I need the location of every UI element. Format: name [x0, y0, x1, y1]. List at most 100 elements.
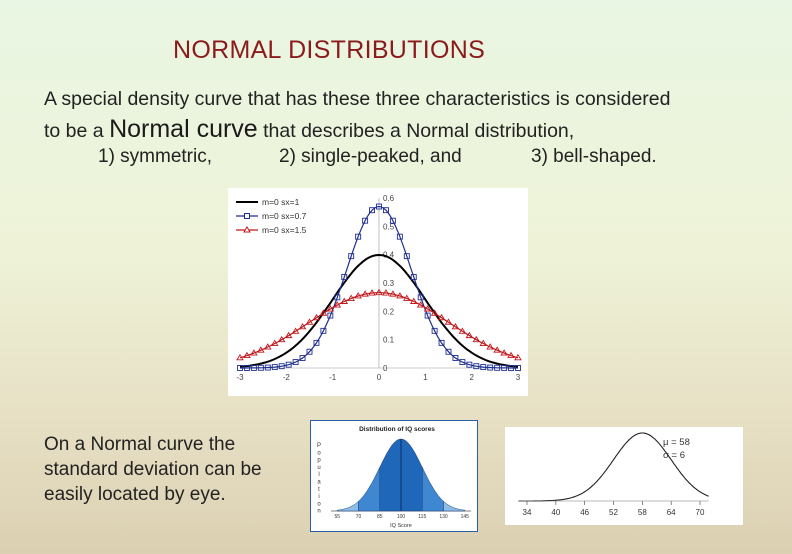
- iq-y-axis-letter: u: [317, 465, 320, 471]
- iq-y-axis-letter: l: [318, 472, 319, 478]
- iq-x-tick-label: 70: [356, 514, 362, 520]
- series-point: [431, 327, 438, 334]
- iq-x-tick-label: 55: [334, 514, 340, 520]
- series-point: [472, 335, 481, 343]
- x-tick-label: 34: [523, 508, 532, 517]
- series-point: [355, 233, 362, 240]
- caption-text: On a Normal curve the standard deviation…: [44, 434, 262, 505]
- series-point: [347, 294, 355, 301]
- y-tick-label: 0.4: [383, 251, 395, 260]
- series-point: [341, 274, 348, 280]
- series-point: [285, 361, 292, 368]
- series-point: [320, 327, 327, 334]
- iq-y-axis-letter: o: [317, 501, 321, 507]
- series-point: [305, 318, 314, 325]
- iq-sd-band: [358, 467, 381, 512]
- series-point: [299, 355, 306, 361]
- series-point: [362, 217, 369, 224]
- legend-label: m=0 sx=0.7: [262, 211, 307, 221]
- characteristic-bell-shaped: 3) bell-shaped.: [531, 146, 657, 167]
- characteristic-symmetric: 1) symmetric,: [98, 146, 212, 167]
- series-point: [493, 346, 501, 353]
- mu-label: μ = 58: [663, 437, 690, 448]
- x-tick-label: 3: [516, 373, 521, 382]
- series-point: [480, 364, 487, 371]
- series-point: [437, 313, 446, 321]
- series-point: [348, 253, 355, 260]
- series-point: [458, 327, 467, 334]
- series-point: [236, 353, 244, 361]
- series-line: [239, 253, 519, 368]
- series-point: [465, 331, 474, 339]
- series-point: [244, 365, 250, 371]
- iq-y-axis-letter: p: [317, 458, 321, 464]
- series-point: [264, 364, 271, 371]
- series-point: [298, 322, 307, 330]
- series-point: [487, 364, 494, 371]
- series-point: [354, 292, 362, 299]
- y-tick-label: 0.5: [383, 222, 395, 231]
- intro-paragraph: A special density curve that has these t…: [44, 84, 774, 146]
- iq-x-tick-label: 145: [461, 514, 470, 520]
- iq-y-axis-letter: n: [317, 509, 320, 515]
- series-point: [237, 365, 243, 371]
- legend-marker: [243, 226, 251, 233]
- iq-sd-band: [336, 500, 359, 512]
- series-point: [257, 364, 264, 371]
- series-point: [333, 301, 342, 308]
- normal-curve-emphasis: Normal curve: [109, 115, 258, 143]
- intro-line-2-end: that describes a Normal distribution,: [257, 120, 575, 142]
- iq-y-axis-letter: t: [318, 487, 320, 493]
- series-point: [284, 331, 293, 339]
- series-point: [444, 318, 453, 325]
- x-tick-label: 52: [609, 508, 618, 517]
- x-tick-label: 40: [551, 508, 560, 517]
- y-tick-label: 0.6: [383, 194, 395, 203]
- series-point: [473, 363, 480, 370]
- series-point: [326, 305, 335, 312]
- iq-y-axis-letter: o: [317, 450, 321, 456]
- iq-y-axis-letter: P: [317, 443, 321, 449]
- normal-curves-chart: 0 0.1 0.2 0.3 0.4 0.5 0.6 -3 -2 -1 0 1 2 3 m=0 sx=1 m…: [236, 194, 522, 382]
- series-point: [501, 364, 508, 371]
- series-point: [369, 207, 376, 214]
- series-point: [417, 294, 424, 301]
- intro-line-1: A special density curve that has these t…: [44, 88, 671, 110]
- series-point: [459, 359, 466, 366]
- series-point: [312, 313, 321, 321]
- x-tick-label: 1: [423, 373, 428, 382]
- series-point: [271, 364, 278, 371]
- series-point: [430, 309, 439, 316]
- series-point: [382, 289, 390, 296]
- series-point: [376, 203, 382, 210]
- iq-x-tick-label: 115: [418, 514, 426, 520]
- density-curve: [518, 432, 709, 502]
- x-tick-label: 64: [667, 508, 676, 517]
- series-point: [291, 327, 300, 334]
- series-point: [500, 349, 508, 356]
- series-point: [409, 297, 418, 304]
- series-point: [368, 289, 376, 296]
- iq-sd-band: [443, 500, 466, 512]
- x-tick-label: -1: [329, 373, 337, 382]
- x-tick-label: 58: [638, 508, 647, 517]
- series-point: [403, 253, 410, 260]
- legend-label: m=0 sx=1: [262, 197, 300, 207]
- y-tick-label: 0.2: [383, 307, 395, 316]
- series-point: [389, 290, 397, 297]
- series-point: [375, 288, 383, 296]
- sigma-label: σ = 6: [663, 450, 685, 461]
- series-point: [243, 351, 251, 359]
- series-point: [466, 361, 473, 368]
- x-tick-label: -2: [283, 373, 291, 382]
- series-point: [494, 364, 501, 371]
- iq-x-tick-label: 130: [439, 514, 448, 520]
- series-point: [403, 294, 411, 301]
- slide-title: NORMAL DISTRIBUTIONS: [173, 36, 486, 64]
- series-point: [257, 346, 265, 353]
- series-point: [445, 348, 452, 355]
- series-point: [396, 292, 404, 299]
- series-point: [278, 363, 285, 370]
- series-point: [327, 312, 334, 319]
